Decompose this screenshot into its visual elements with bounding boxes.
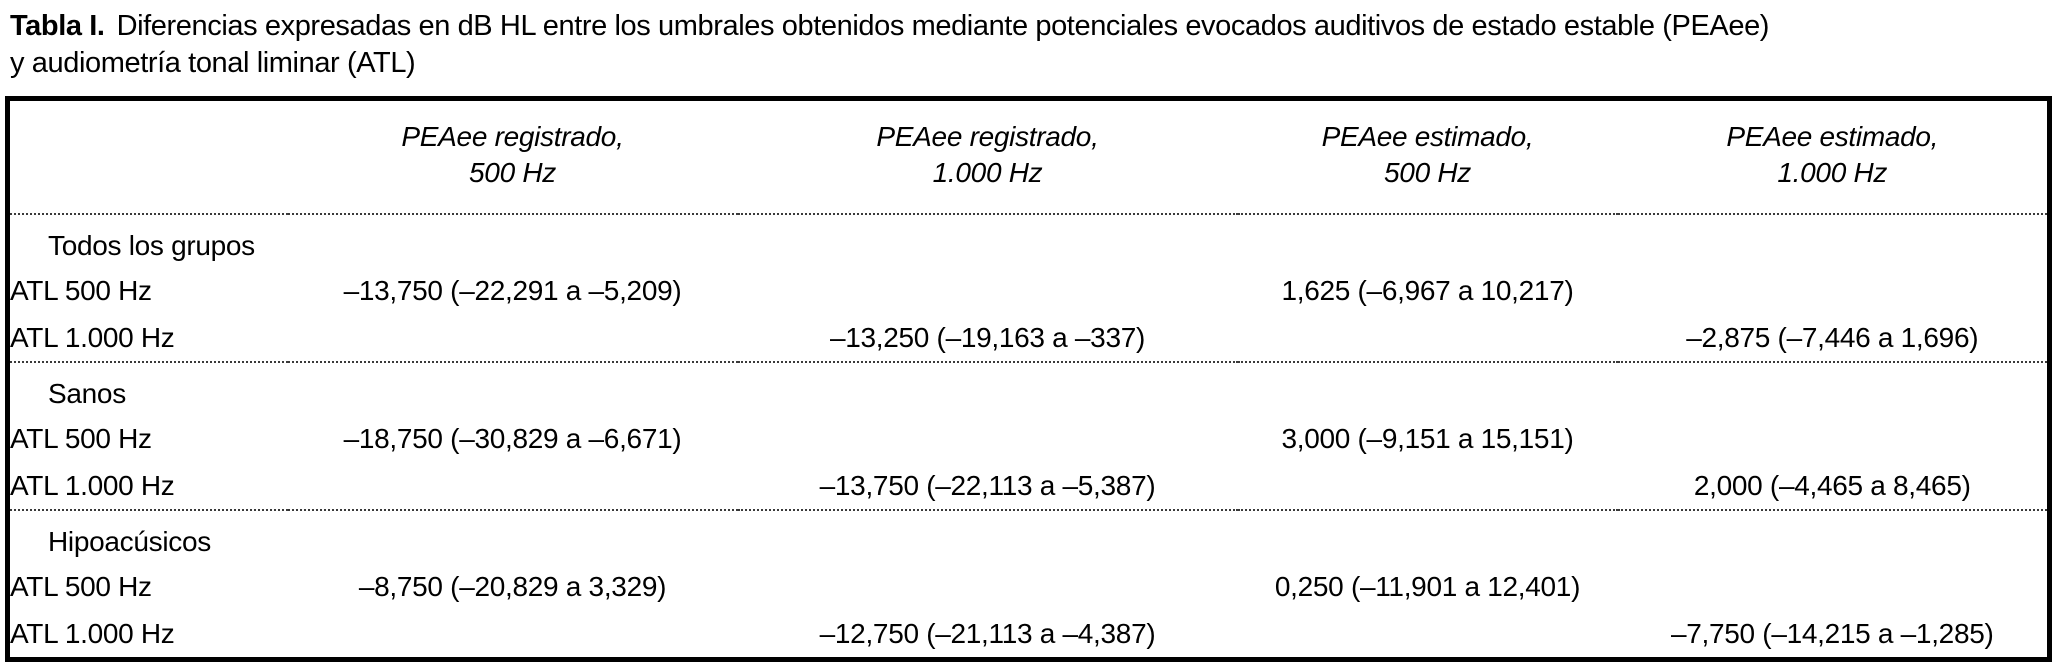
group-name-row: Hipoacúsicos (7, 509, 2050, 563)
header-line2: 1.000 Hz (1777, 157, 1888, 188)
table-caption-label: Tabla I. (10, 10, 105, 42)
header-peaee-registrado-1000: PEAee registrado, 1.000 Hz (737, 98, 1238, 215)
header-stub (7, 98, 288, 215)
cell-registrado-500: –13,750 (–22,291 a –5,209) (343, 274, 682, 306)
group-name: Sanos (7, 361, 2050, 415)
row-label: ATL 1.000 Hz (10, 617, 175, 649)
cell-registrado-500: –18,750 (–30,829 a –6,671) (343, 422, 682, 454)
header-row: PEAee registrado, 500 Hz PEAee registrad… (7, 98, 2050, 215)
table-caption: Tabla I. Diferencias expresadas en dB HL … (0, 0, 2052, 82)
table-row: ATL 1.000 Hz –13,750 (–22,113 a –5,387) … (8, 462, 2050, 510)
row-label: ATL 500 Hz (10, 570, 152, 602)
table-row: ATL 1.000 Hz –12,750 (–21,113 a –4,387) … (8, 610, 2050, 660)
cell-estimado-1000: –2,875 (–7,446 a 1,696) (1686, 321, 1979, 353)
cell-estimado-500 (1238, 462, 1618, 510)
table-row: ATL 500 Hz –18,750 (–30,829 a –6,671) 3,… (8, 415, 2050, 462)
cell-registrado-1000 (738, 563, 1238, 610)
table-caption-line1: Tabla I. Diferencias expresadas en dB HL … (10, 8, 2044, 45)
cell-registrado-1000 (738, 415, 1238, 462)
cell-estimado-500: 3,000 (–9,151 a 15,151) (1281, 422, 1574, 454)
header-line1: PEAee registrado, (876, 121, 1099, 152)
cell-registrado-1000: –13,750 (–22,113 a –5,387) (819, 469, 1156, 501)
table-header: PEAee registrado, 500 Hz PEAee registrad… (7, 98, 2050, 215)
cell-estimado-1000: –7,750 (–14,215 a –1,285) (1670, 617, 1994, 649)
cell-estimado-1000 (1618, 267, 2050, 314)
cell-registrado-500 (288, 610, 738, 660)
group-name-row: Sanos (7, 361, 2050, 415)
row-label: ATL 1.000 Hz (10, 469, 175, 501)
cell-estimado-1000 (1618, 563, 2050, 610)
cell-registrado-1000 (738, 267, 1238, 314)
results-table: PEAee registrado, 500 Hz PEAee registrad… (5, 96, 2052, 662)
cell-estimado-500 (1238, 610, 1618, 660)
group-todos-los-grupos: Todos los grupos ATL 500 Hz –13,750 (–22… (8, 214, 2050, 362)
cell-registrado-500: –8,750 (–20,829 a 3,329) (358, 570, 667, 602)
header-peaee-estimado-500: PEAee estimado, 500 Hz (1237, 98, 1618, 215)
header-line1: PEAee estimado, (1726, 121, 1939, 152)
header-line1: PEAee estimado, (1321, 121, 1534, 152)
cell-registrado-1000: –13,250 (–19,163 a –337) (829, 321, 1146, 353)
cell-estimado-500: 0,250 (–11,901 a 12,401) (1274, 570, 1581, 602)
table-row: ATL 500 Hz –13,750 (–22,291 a –5,209) 1,… (8, 267, 2050, 314)
table-row: ATL 1.000 Hz –13,250 (–19,163 a –337) –2… (8, 314, 2050, 362)
header-line2: 500 Hz (1384, 157, 1471, 188)
cell-registrado-500 (288, 462, 738, 510)
group-sanos: Sanos ATL 500 Hz –18,750 (–30,829 a –6,6… (7, 361, 2050, 510)
row-label: ATL 500 Hz (10, 422, 152, 454)
group-name: Todos los grupos (48, 230, 255, 261)
cell-registrado-500 (288, 314, 738, 362)
header-line1: PEAee registrado, (401, 121, 624, 152)
header-peaee-estimado-1000: PEAee estimado, 1.000 Hz (1617, 98, 2050, 215)
group-name: Hipoacúsicos (7, 509, 2050, 563)
header-line2: 500 Hz (469, 157, 556, 188)
row-label: ATL 500 Hz (10, 274, 152, 306)
group-hipoacusicos: Hipoacúsicos ATL 500 Hz –8,750 (–20,829 … (7, 509, 2050, 660)
header-peaee-registrado-500: PEAee registrado, 500 Hz (287, 98, 738, 215)
table-row: ATL 500 Hz –8,750 (–20,829 a 3,329) 0,25… (8, 563, 2050, 610)
group-name-row: Todos los grupos (8, 214, 2050, 267)
row-label: ATL 1.000 Hz (10, 321, 175, 353)
header-line2: 1.000 Hz (932, 157, 1043, 188)
cell-registrado-1000: –12,750 (–21,113 a –4,387) (819, 617, 1156, 649)
table-caption-text: Diferencias expresadas en dB HL entre lo… (116, 10, 1770, 42)
cell-estimado-500: 1,625 (–6,967 a 10,217) (1281, 274, 1574, 306)
cell-estimado-500 (1238, 314, 1618, 362)
cell-estimado-1000: 2,000 (–4,465 a 8,465) (1693, 469, 1971, 501)
cell-estimado-1000 (1618, 415, 2050, 462)
table-caption-line2: y audiometría tonal liminar (ATL) (10, 47, 416, 79)
